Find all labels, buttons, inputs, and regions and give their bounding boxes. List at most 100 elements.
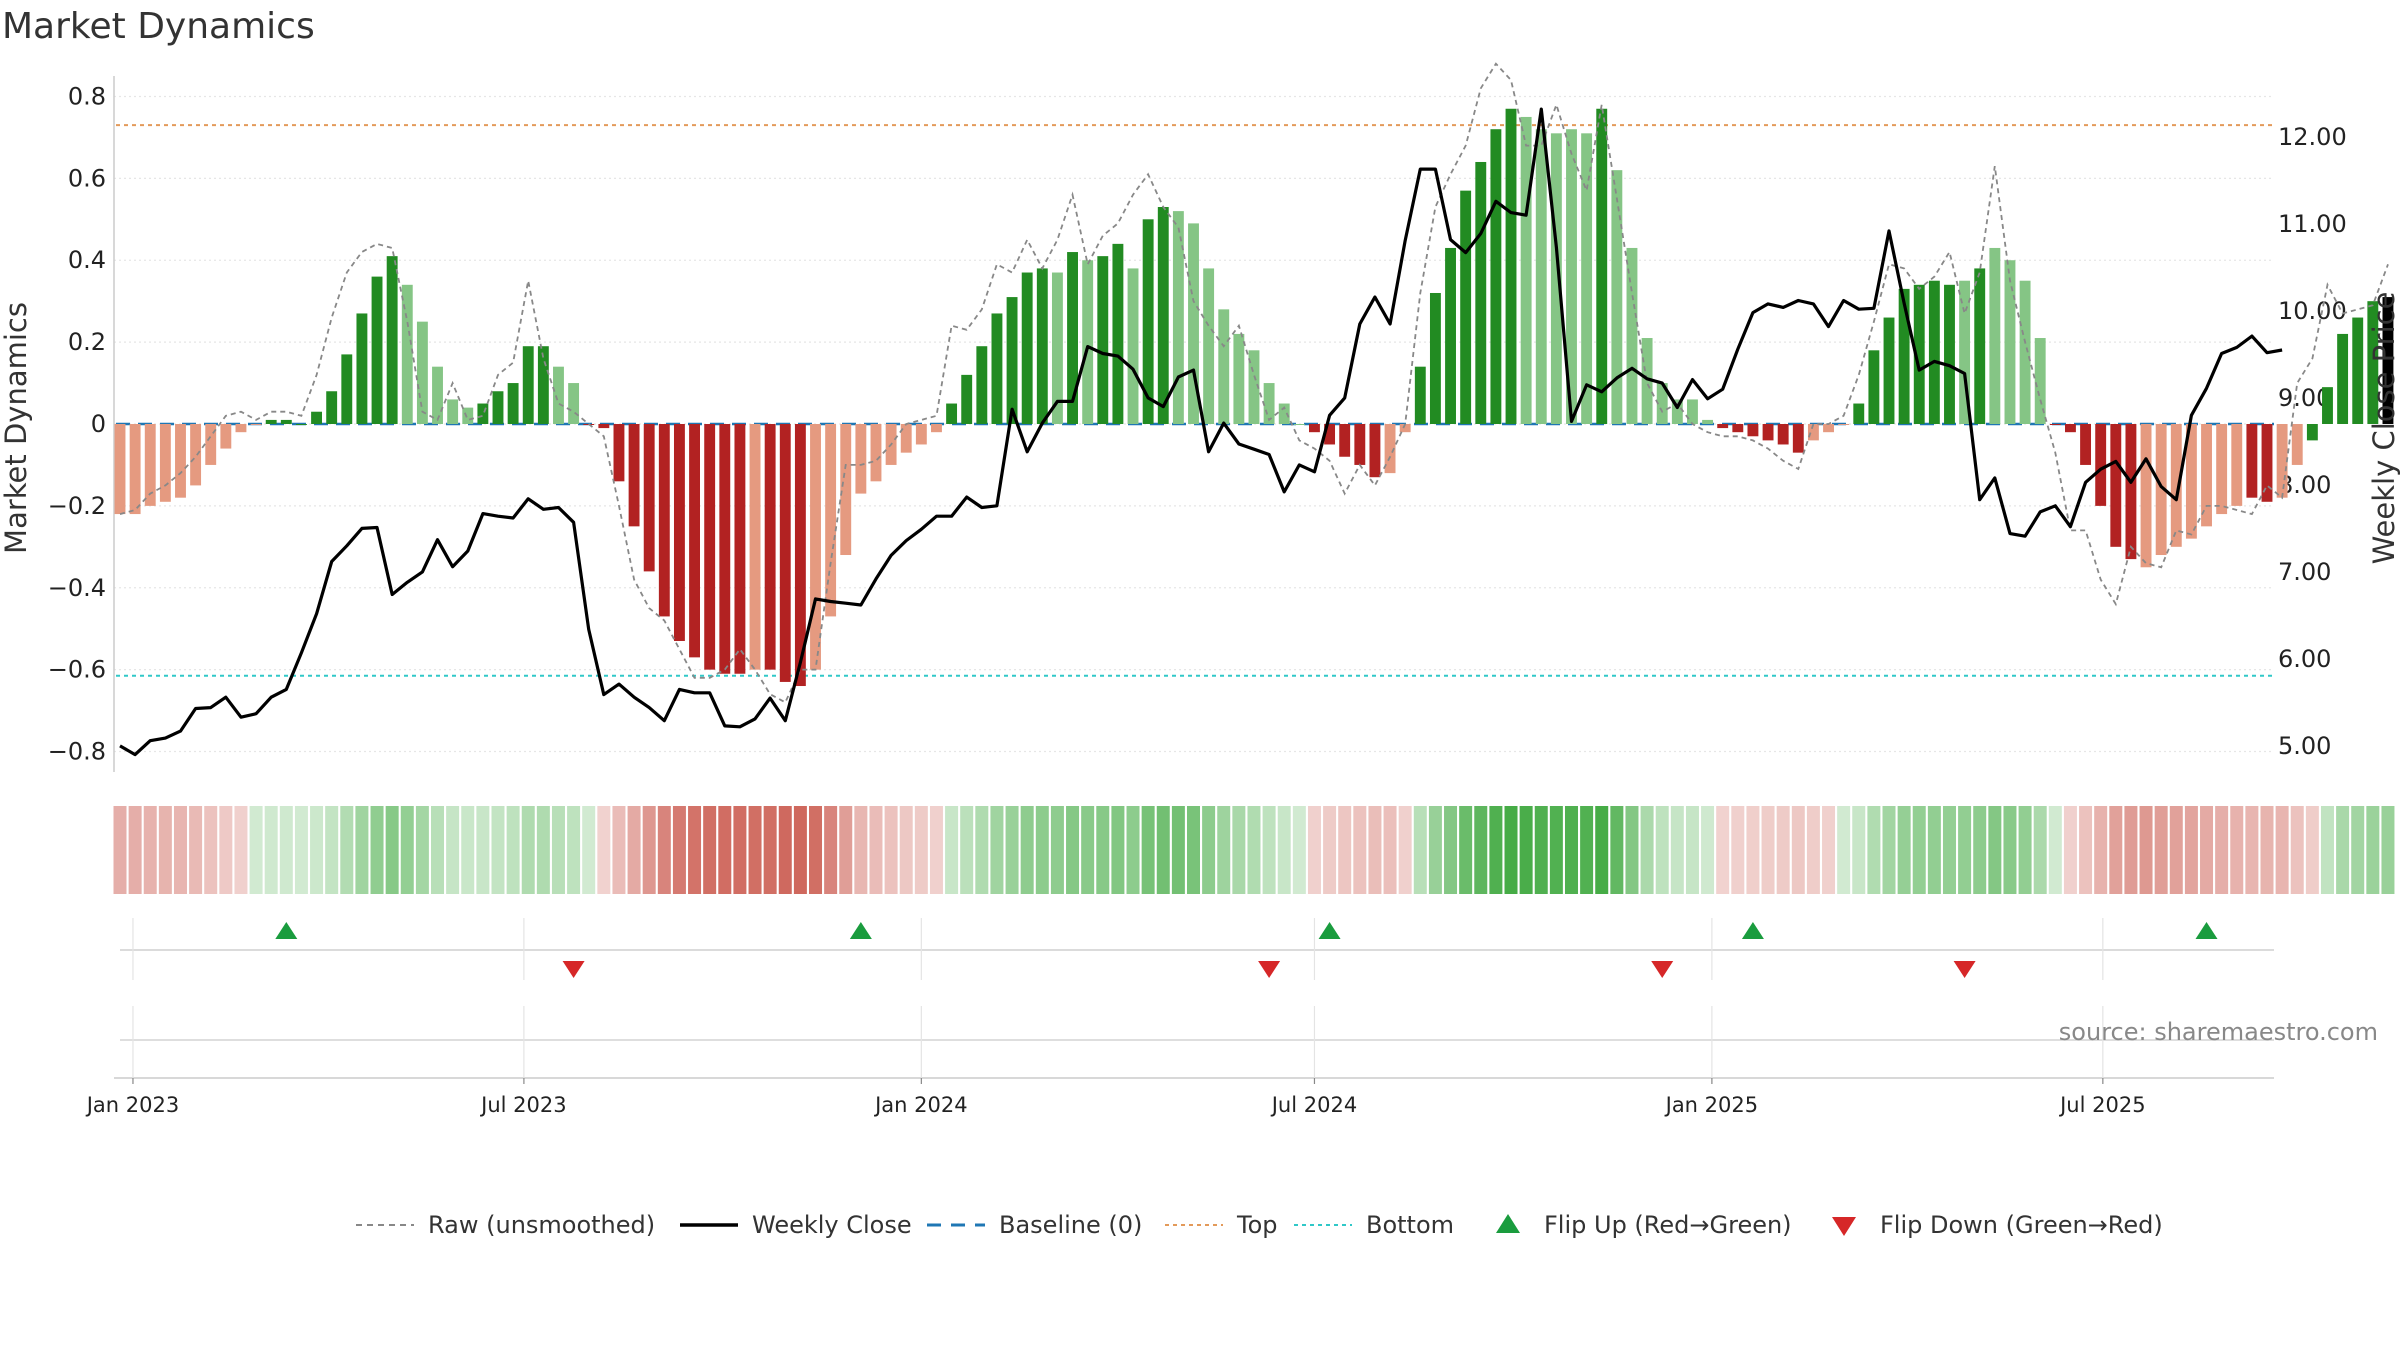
dynamics-bar — [1293, 424, 1305, 425]
legend-label: Raw (unsmoothed) — [428, 1211, 655, 1239]
dynamics-bar — [462, 407, 474, 424]
dynamics-bar — [598, 424, 610, 429]
heat-cell — [340, 806, 354, 894]
heat-cell — [431, 806, 445, 894]
dynamics-bar — [1581, 133, 1593, 424]
dynamics-bar — [295, 424, 307, 425]
heat-cell — [2305, 806, 2319, 894]
dynamics-bar — [2322, 387, 2333, 424]
dynamics-bar — [1339, 424, 1351, 457]
dynamics-bar — [477, 403, 489, 424]
heat-cell — [839, 806, 853, 894]
x-tick-label: Jul 2024 — [1270, 1093, 1357, 1117]
dynamics-bar — [628, 424, 640, 527]
dynamics-bar — [2306, 424, 2318, 441]
dynamics-bar — [1838, 424, 1850, 425]
dynamics-bar — [2125, 424, 2137, 560]
dynamics-bar — [1006, 297, 1018, 424]
heat-cell — [1746, 806, 1760, 894]
legend-label: Baseline (0) — [999, 1211, 1142, 1239]
dynamics-bar — [356, 313, 368, 424]
heat-cell — [2290, 806, 2304, 894]
legend: Raw (unsmoothed) Weekly Close Baseline (0)… — [356, 1211, 2163, 1239]
heat-cell — [279, 806, 293, 894]
heat-cell — [1927, 806, 1941, 894]
heat-cell — [491, 806, 505, 894]
dynamics-bar — [1082, 260, 1094, 424]
dynamics-bar — [855, 424, 867, 494]
heat-cell — [536, 806, 550, 894]
dynamics-bar — [1203, 268, 1215, 424]
weekly-close-line — [119, 107, 2283, 757]
dynamics-bar — [1944, 284, 1955, 424]
dynamics-bar — [613, 424, 625, 482]
heat-cell — [219, 806, 233, 894]
heat-cell — [1837, 806, 1851, 894]
y2-tick-label: 10.00 — [2278, 297, 2347, 325]
heat-cell — [1005, 806, 1019, 894]
heat-cell — [113, 806, 127, 894]
y-tick-label: −0.6 — [48, 656, 106, 684]
heat-cell — [1292, 806, 1306, 894]
dynamics-bar — [1913, 284, 1925, 424]
chart-title: Market Dynamics — [2, 6, 315, 47]
dynamics-bar — [1188, 223, 1199, 424]
dynamics-bar — [1535, 129, 1547, 424]
heat-cell — [249, 806, 263, 894]
dynamics-bar — [2080, 424, 2092, 465]
dynamics-bar — [2110, 424, 2122, 547]
x-tick-label: Jul 2025 — [2058, 1093, 2145, 1117]
dynamics-bar — [2140, 424, 2152, 568]
dynamics-bar — [447, 399, 459, 424]
heat-cell — [793, 806, 807, 894]
dynamics-bar — [2246, 424, 2258, 498]
flip-up-marker — [849, 922, 872, 939]
empty-panel — [114, 1006, 2274, 1079]
heat-cell — [400, 806, 414, 894]
heat-cell — [1685, 806, 1699, 894]
dynamics-bar — [900, 424, 912, 453]
dynamics-bar — [1732, 424, 1744, 433]
heat-cell — [824, 806, 838, 894]
heat-cell — [1474, 806, 1488, 894]
heat-cell — [325, 806, 339, 894]
dynamics-bar — [1883, 317, 1895, 424]
dynamics-bar — [159, 424, 171, 502]
heat-cell — [1988, 806, 2002, 894]
dynamics-bar — [1475, 161, 1487, 425]
dynamics-bar — [1792, 424, 1804, 453]
dynamics-bar — [507, 383, 519, 424]
raw-line — [119, 62, 2389, 704]
heat-cell — [1882, 806, 1896, 894]
dynamics-bar — [1233, 333, 1245, 424]
dynamics-bar — [568, 383, 580, 424]
dynamics-bar — [1429, 292, 1441, 424]
dynamics-bar — [2095, 424, 2107, 506]
flip-down-marker — [1258, 961, 1281, 978]
dynamics-bar — [250, 424, 262, 425]
y2-tick-label: 11.00 — [2278, 210, 2347, 238]
dynamics-bar — [1807, 424, 1819, 441]
dynamics-bar — [915, 424, 927, 445]
heat-cell — [1323, 806, 1337, 894]
heat-cell — [264, 806, 278, 894]
heat-cell — [189, 806, 203, 894]
heat-cell — [1020, 806, 1034, 894]
dynamics-bar — [2291, 424, 2303, 465]
dynamics-bar — [386, 256, 398, 424]
heat-cell — [461, 806, 475, 894]
heat-cell — [2003, 806, 2017, 894]
heat-cell — [567, 806, 581, 894]
heat-cell — [1625, 806, 1639, 894]
heat-cell — [884, 806, 898, 894]
heat-cell — [1595, 806, 1609, 894]
flip-up-marker — [1741, 922, 1764, 939]
y-tick-label: −0.8 — [48, 738, 106, 766]
heat-cell — [1187, 806, 1200, 894]
heat-cell — [1050, 806, 1064, 894]
dynamics-bar — [749, 424, 761, 670]
dynamics-bar — [1354, 424, 1366, 465]
flip-markers-panel — [120, 918, 2274, 980]
heat-cell — [1549, 806, 1563, 894]
